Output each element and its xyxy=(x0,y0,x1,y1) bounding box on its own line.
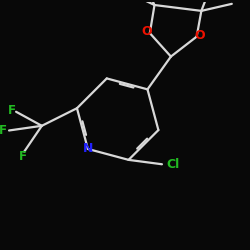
Text: N: N xyxy=(83,142,93,156)
Text: F: F xyxy=(19,150,27,163)
Text: O: O xyxy=(141,26,152,38)
Text: F: F xyxy=(8,104,16,117)
Text: Cl: Cl xyxy=(167,158,180,171)
Text: F: F xyxy=(0,124,7,137)
Text: O: O xyxy=(195,29,205,42)
